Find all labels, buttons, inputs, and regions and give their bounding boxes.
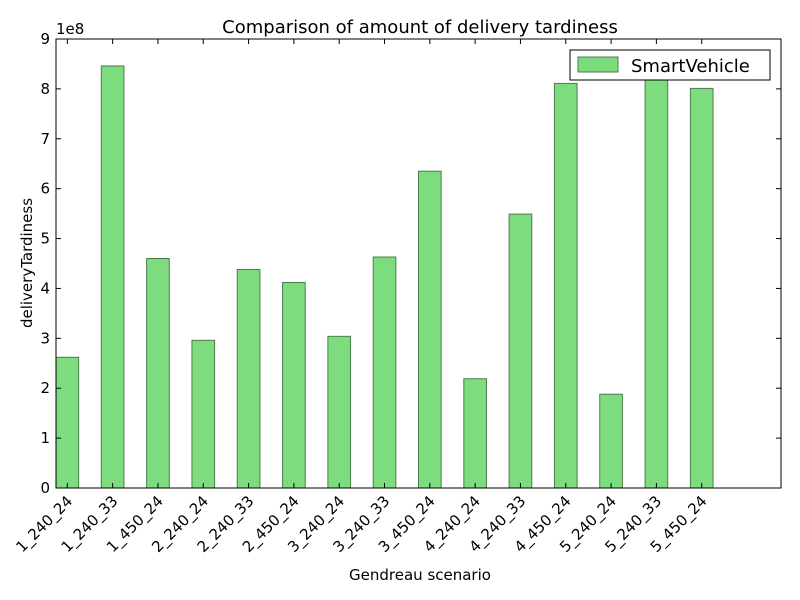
y-tick-label: 9 (40, 30, 50, 48)
bar-3_240_24 (327, 335, 352, 489)
bar-2_240_24 (191, 339, 216, 489)
bar-3_450_24 (418, 170, 442, 489)
y-tick-label: 4 (40, 279, 50, 297)
bar-4_240_33 (508, 213, 533, 489)
bar-2_450_24 (282, 281, 306, 489)
y-tick-label: 1 (40, 429, 50, 447)
y-tick-label: 5 (40, 230, 50, 248)
bar-5_240_24 (599, 393, 623, 489)
bars-group (55, 65, 714, 489)
chart-title: Comparison of amount of delivery tardine… (222, 17, 618, 38)
y-tick-label: 2 (40, 379, 50, 397)
bar-1_240_33 (100, 65, 125, 489)
bar-5_240_33 (644, 78, 669, 489)
y-tick-label: 8 (40, 80, 50, 98)
bar-4_240_24 (463, 378, 487, 489)
bar-4_450_24 (553, 82, 578, 489)
x-axis-label: Gendreau scenario (349, 566, 491, 584)
y-tick-label: 3 (40, 329, 50, 347)
plot-frame (55, 38, 782, 489)
legend: SmartVehicle (569, 49, 771, 81)
bar-1_450_24 (146, 258, 170, 489)
y-offset-label: 1e8 (56, 20, 84, 38)
bar-1_240_24 (55, 356, 80, 489)
y-tick-label: 0 (40, 479, 50, 497)
legend-label: SmartVehicle (631, 56, 750, 77)
bar-5_450_24 (689, 87, 714, 489)
y-tick-label: 7 (40, 130, 50, 148)
bar-3_240_33 (372, 256, 397, 489)
bar-2_240_33 (236, 268, 261, 489)
y-tick-label: 6 (40, 180, 50, 198)
y-axis-label: deliveryTardiness (18, 198, 36, 328)
legend-swatch (577, 56, 619, 73)
